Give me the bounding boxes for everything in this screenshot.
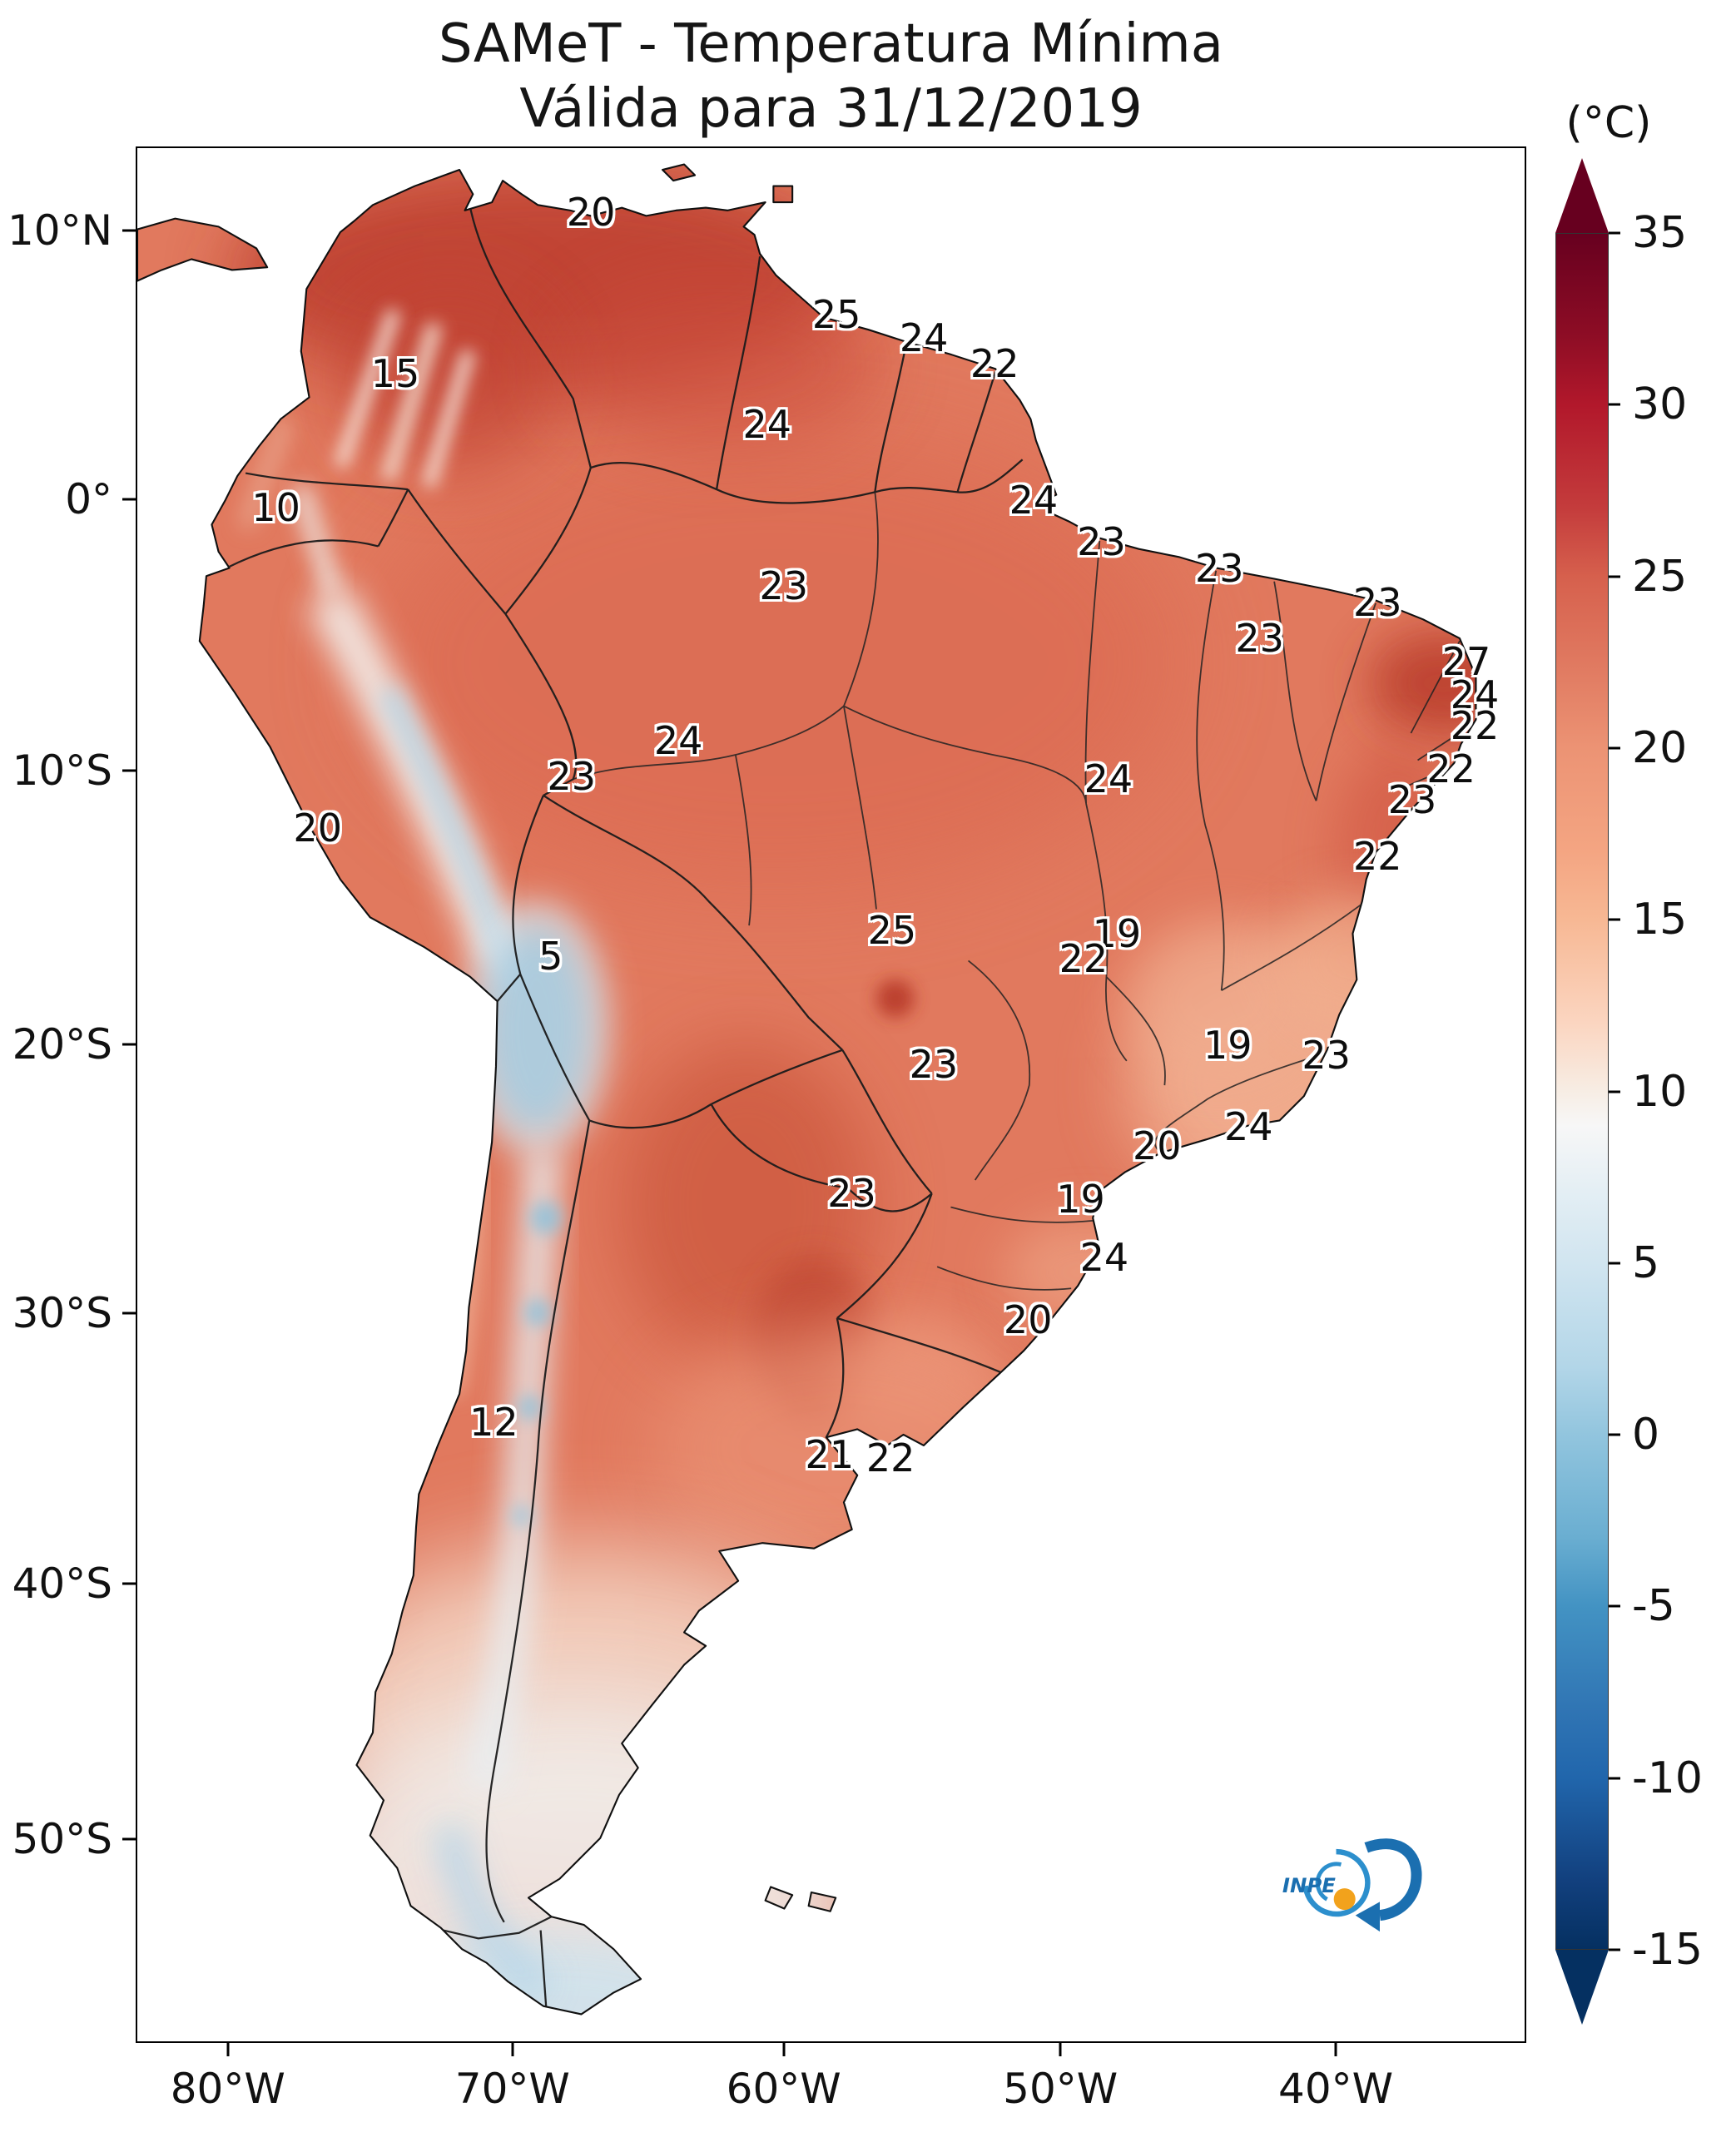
- colorbar-tick-label: 30: [1632, 379, 1688, 430]
- y-tick-label: 20°S: [12, 1020, 112, 1069]
- colorbar-tick-label: -5: [1632, 1581, 1675, 1632]
- y-tick-mark: [122, 1837, 136, 1841]
- colorbar-arrow-bottom: [1555, 1950, 1609, 2025]
- y-tick-label: 10°N: [7, 206, 112, 255]
- y-tick-mark: [122, 498, 136, 501]
- y-axis: 10°N 0° 10°S 20°S 30°S 40°S 50°S: [0, 146, 136, 2043]
- y-tick-mark: [122, 1043, 136, 1046]
- colorbar-tick-label: 5: [1632, 1237, 1660, 1288]
- colorbar-tick-mark: [1609, 1777, 1620, 1780]
- inpe-logo: INPE: [1282, 1838, 1422, 1932]
- y-tick-mark: [122, 769, 136, 772]
- y-tick-label: 50°S: [12, 1815, 112, 1864]
- colorbar-tick-mark: [1609, 918, 1620, 921]
- colorbar-ticks: 35 30 25 20 15 10 5 0 -5 -10 -15: [1609, 208, 1736, 1975]
- title-line-2: Válida para 31/12/2019: [519, 78, 1143, 141]
- colorbar: [1555, 158, 1609, 2025]
- colorbar-tick-mark: [1609, 746, 1620, 750]
- coastline: [137, 163, 1477, 2016]
- y-tick-mark: [122, 1312, 136, 1315]
- colorbar-tick-label: 15: [1632, 895, 1688, 945]
- colorbar-tick-label: -10: [1632, 1753, 1703, 1803]
- x-tick-label: 70°W: [454, 2065, 570, 2113]
- colorbar-body: [1555, 233, 1609, 1950]
- x-tick-label: 40°W: [1278, 2065, 1394, 2113]
- temperature-field: [137, 164, 1476, 2015]
- colorbar-tick-mark: [1609, 1433, 1620, 1436]
- title-line-1: SAMeT - Temperatura Mínima: [439, 13, 1223, 75]
- south-america-map: INPE: [137, 163, 1477, 2016]
- x-tick-mark: [226, 2043, 230, 2056]
- y-tick-mark: [122, 1582, 136, 1585]
- x-axis: 80°W 70°W 60°W 50°W 40°W: [136, 2043, 1526, 2151]
- y-tick-label: 40°S: [12, 1559, 112, 1609]
- colorbar-tick-mark: [1609, 1262, 1620, 1265]
- x-tick-mark: [782, 2043, 786, 2056]
- x-tick-label: 50°W: [1003, 2065, 1118, 2113]
- page-title: SAMeT - Temperatura Mínima Válida para 3…: [136, 12, 1526, 141]
- colorbar-tick-label: 0: [1632, 1410, 1660, 1460]
- x-tick-mark: [511, 2043, 514, 2056]
- colorbar-tick-mark: [1609, 1948, 1620, 1951]
- colorbar-tick-label: 20: [1632, 722, 1688, 773]
- colorbar-tick-label: -15: [1632, 1925, 1703, 1975]
- y-tick-label: 10°S: [12, 746, 112, 795]
- inpe-logo-text: INPE: [1282, 1873, 1336, 1897]
- colorbar-tick-mark: [1609, 403, 1620, 406]
- colorbar-tick-mark: [1609, 231, 1620, 235]
- x-tick-mark: [1059, 2043, 1062, 2056]
- colorbar-arrow-top: [1555, 158, 1609, 233]
- x-tick-label: 80°W: [170, 2065, 285, 2113]
- colorbar-tick-label: 10: [1632, 1066, 1688, 1117]
- country-borders: [226, 207, 1024, 2006]
- colorbar-tick-label: 35: [1632, 208, 1688, 258]
- y-tick-mark: [122, 229, 136, 232]
- colorbar-tick-mark: [1609, 1090, 1620, 1093]
- state-borders: [573, 492, 1476, 1291]
- colorbar-unit-label: (°C): [1565, 98, 1652, 148]
- y-tick-label: 0°: [65, 474, 112, 523]
- colorbar-tick-mark: [1609, 575, 1620, 578]
- y-tick-label: 30°S: [12, 1288, 112, 1337]
- x-tick-mark: [1334, 2043, 1337, 2056]
- colorbar-tick-mark: [1609, 1604, 1620, 1608]
- map-frame: INPE 20 25 24 22 15 24 10 24 23 23 23 23 23 27 24 22 24 2…: [136, 146, 1526, 2043]
- x-tick-label: 60°W: [726, 2065, 841, 2113]
- colorbar-tick-label: 25: [1632, 551, 1688, 602]
